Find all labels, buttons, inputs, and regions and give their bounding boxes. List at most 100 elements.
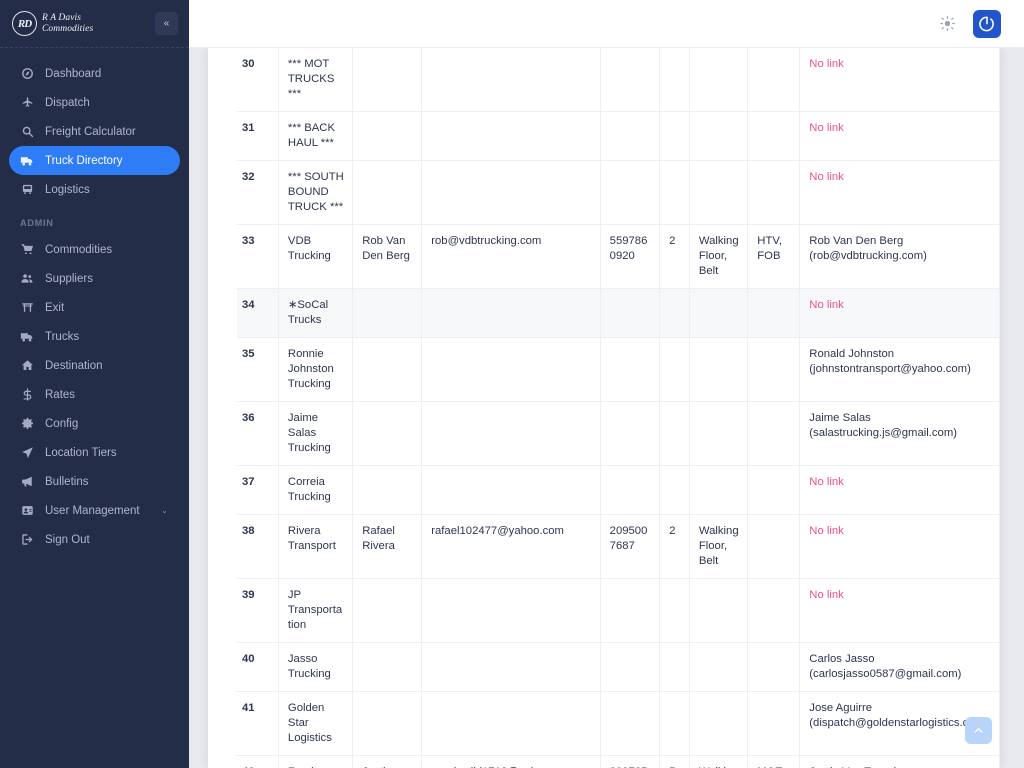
cell-equipment [689,160,749,225]
power-logo-icon[interactable] [973,9,1001,38]
cell-contact-name: Justin Van Tassel [352,755,423,768]
sidebar-item-commodities[interactable]: Commodities [9,235,180,264]
cell-quantity [659,337,690,402]
cell-email [421,642,601,692]
scroll-to-top-button[interactable] [965,717,992,744]
cell-email [421,578,601,643]
cell-linked-user: Jaime Salas (salastrucking.js@gmail.com) [799,401,1000,466]
cell-row-index: 30 [237,48,279,112]
dispatch-plane-icon [20,96,34,110]
home-icon [20,359,34,373]
sidebar-item-exit[interactable]: Exit [9,293,180,322]
cell-company-name: *** MOT TRUCKS *** [278,48,354,112]
cell-row-index: 37 [237,465,279,515]
table-row[interactable]: 41 Golden Star Logistics Jose Aguirre (dis… [237,691,1000,756]
truck-directory-table-body: 30 *** MOT TRUCKS *** No link 31 *** BACK HA… [237,48,1000,768]
table-row[interactable]: 31 *** BACK HAUL *** No link [237,111,1000,161]
cell-contact-name [352,337,423,402]
cell-contact-name [352,48,423,112]
chevron-up-icon [974,728,983,733]
cell-contact-name [352,401,423,466]
sidebar-item-config[interactable]: Config [9,409,180,438]
cart-icon [20,243,34,257]
cell-equipment [689,401,749,466]
cell-company-name: Correia Trucking [278,465,354,515]
cell-contact-name [352,288,423,338]
cell-equipment [689,288,749,338]
cell-email [421,160,601,225]
cell-row-index: 31 [237,111,279,161]
cell-equipment [689,578,749,643]
truck-directory-table: 30 *** MOT TRUCKS *** No link 31 *** BACK HA… [237,48,1000,768]
search-icon [20,125,34,139]
sidebar-collapse-button[interactable]: « [155,12,178,35]
table-row[interactable]: 37 Correia Trucking No link [237,465,1000,515]
table-row[interactable]: 39 JP Transportation No link [237,578,1000,643]
brand-monogram-icon: RD [12,11,37,36]
cell-linked-user: No link [799,48,1000,112]
cell-terms [747,691,801,756]
table-row[interactable]: 32 *** SOUTH BOUND TRUCK *** No link [237,160,1000,225]
sidebar-item-logistics[interactable]: Logistics [9,175,180,204]
cell-linked-user: Rob Van Den Berg (rob@vdbtrucking.com) [799,224,1000,289]
sun-icon[interactable] [937,14,957,34]
dashboard-icon [20,67,34,81]
sidebar-item-destination[interactable]: Destination [9,351,180,380]
sidebar-admin-group: Commodities Suppliers Exit Trucks Destinatio… [0,235,189,554]
no-link-label: No link [809,171,844,183]
cell-company-name: Frank Borba Inc [278,755,354,768]
table-row[interactable]: 40 Jasso Trucking Carlos Jasso (carlosjass… [237,642,1000,692]
table-row[interactable]: 42Frank Borba IncJustin Van Tasselrunnin… [237,755,1000,768]
chevron-double-left-icon: « [163,18,170,29]
sidebar-header: RD R A Davis Commodities « [0,0,189,48]
cell-equipment [689,691,749,756]
cell-phone [600,48,661,112]
sidebar-item-user-management[interactable]: User Management ⌄ [9,496,180,525]
sidebar-item-bulletins[interactable]: Bulletins [9,467,180,496]
cell-linked-user: No link [799,111,1000,161]
sidebar-item-label: Trucks [45,330,80,343]
table-row[interactable]: 36 Jaime Salas Trucking Jaime Salas (salas… [237,401,1000,466]
sidebar-item-rates[interactable]: Rates [9,380,180,409]
cell-company-name: Ronnie Johnston Trucking [278,337,354,402]
cell-quantity [659,111,690,161]
cell-row-index: 35 [237,337,279,402]
cell-terms [747,48,801,112]
truck-directory-table-scroll[interactable]: 30 *** MOT TRUCKS *** No link 31 *** BACK HA… [208,48,1000,768]
table-row[interactable]: 34 ∗SoCal Trucks No link [237,288,1000,338]
cell-quantity: 5 [659,755,690,768]
cell-company-name: JP Transportation [278,578,354,643]
cell-equipment [689,465,749,515]
cell-row-index: 33 [237,224,279,289]
sidebar-item-sign-out[interactable]: Sign Out [9,525,180,554]
no-link-label: No link [809,525,844,537]
cell-contact-name [352,111,423,161]
table-row[interactable]: 30 *** MOT TRUCKS *** No link [237,48,1000,112]
cell-equipment: Walking Floor, Belt [689,755,749,768]
cell-email [421,465,601,515]
cell-phone [600,160,661,225]
cell-company-name: Rivera Transport [278,514,354,579]
cell-row-index: 34 [237,288,279,338]
sidebar-item-label: Truck Directory [45,154,123,167]
cell-row-index: 36 [237,401,279,466]
sidebar-item-trucks[interactable]: Trucks [9,322,180,351]
cell-linked-user: Ronald Johnston (johnstontransport@yahoo… [799,337,1000,402]
sidebar-item-suppliers[interactable]: Suppliers [9,264,180,293]
cell-quantity [659,401,690,466]
no-link-label: No link [809,122,844,134]
sidebar-item-dispatch[interactable]: Dispatch [9,88,180,117]
sidebar-item-location-tiers[interactable]: Location Tiers [9,438,180,467]
table-row[interactable]: 38 Rivera Transport Rafael Rivera rafael102… [237,514,1000,579]
dollar-icon [20,388,34,402]
sidebar-item-freight-calculator[interactable]: Freight Calculator [9,117,180,146]
sidebar-item-dashboard[interactable]: Dashboard [9,59,180,88]
cell-phone [600,111,661,161]
cell-company-name: Jaime Salas Trucking [278,401,354,466]
cell-company-name: *** BACK HAUL *** [278,111,354,161]
table-row[interactable]: 35 Ronnie Johnston Trucking Ronald Johnsto… [237,337,1000,402]
table-row[interactable]: 33 VDB Trucking Rob Van Den Berg rob@vdbtru… [237,224,1000,289]
sidebar-item-label: Commodities [45,243,113,256]
cell-row-index: 42 [237,755,279,768]
sidebar-item-truck-directory[interactable]: Truck Directory [9,146,180,175]
